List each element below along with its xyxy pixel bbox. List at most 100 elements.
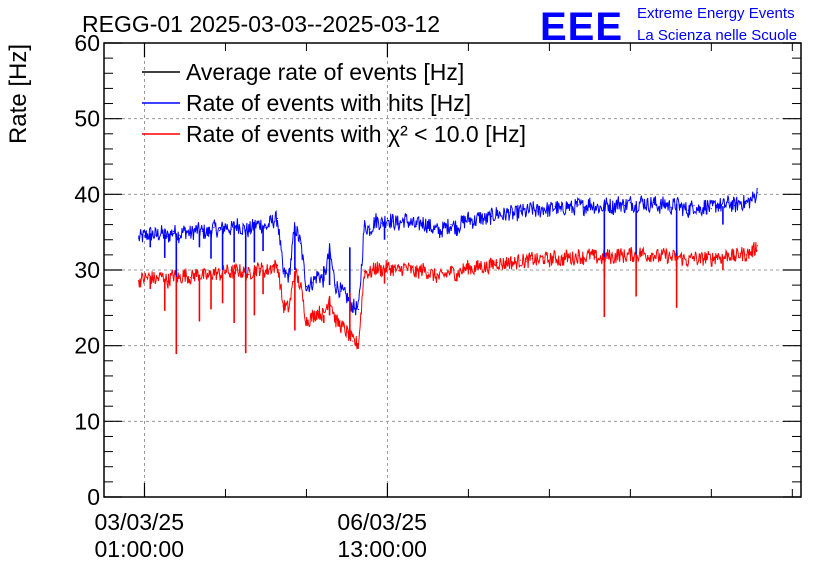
data-point-hits [618, 202, 620, 204]
data-point-hits [502, 214, 504, 217]
data-point-hits [259, 223, 261, 225]
chart-title: REGG-01 2025-03-03--2025-03-12 [82, 11, 440, 37]
data-point-hits [248, 230, 250, 232]
data-point-hits [340, 290, 342, 292]
data-point-hits [271, 220, 273, 223]
data-point-chi2 [386, 266, 389, 268]
data-point-chi2 [300, 286, 302, 288]
data-point-chi2 [519, 259, 522, 261]
data-point-chi2 [508, 261, 510, 263]
data-point-hits [496, 212, 498, 214]
data-point-hits [687, 209, 689, 211]
data-point-hits [427, 224, 429, 226]
data-point-chi2 [219, 273, 221, 276]
data-point-chi2 [305, 320, 308, 323]
data-point-chi2 [409, 269, 412, 271]
data-point-chi2 [178, 277, 180, 279]
data-point-hits [172, 230, 175, 233]
data-point-hits [236, 224, 238, 226]
data-point-hits [664, 202, 666, 205]
data-point-hits [352, 305, 354, 307]
data-point-chi2 [739, 252, 741, 254]
data-point-chi2 [172, 274, 175, 276]
data-point-hits [519, 210, 522, 212]
data-point-chi2 [647, 255, 649, 257]
data-point-hits [167, 236, 169, 238]
data-point-hits [190, 233, 192, 235]
data-point-chi2 [346, 331, 348, 333]
legend-label-hits: Rate of events with hits [Hz] [186, 90, 471, 116]
data-point-chi2 [242, 271, 244, 273]
data-point-hits [230, 228, 232, 230]
data-point-hits [409, 222, 412, 224]
y-tick-label: 0 [87, 484, 100, 510]
data-point-hits [184, 230, 186, 232]
data-point-hits [739, 201, 741, 203]
data-point-hits [462, 221, 464, 223]
data-point-chi2 [375, 267, 377, 269]
data-point-chi2 [438, 276, 441, 279]
data-point-hits [757, 192, 759, 194]
data-point-chi2 [271, 266, 273, 268]
y-tick-label: 50 [74, 106, 100, 132]
data-point-chi2 [566, 255, 568, 257]
data-point-chi2 [288, 307, 290, 309]
data-point-chi2 [369, 272, 371, 274]
legend-label-average: Average rate of events [Hz] [186, 59, 464, 85]
data-point-chi2 [485, 267, 487, 269]
data-point-hits [751, 199, 753, 201]
data-point-chi2 [745, 254, 747, 256]
data-point-hits [207, 232, 209, 234]
data-point-chi2 [560, 260, 562, 262]
data-point-chi2 [311, 316, 313, 318]
data-point-chi2 [687, 260, 689, 262]
data-point-chi2 [652, 253, 655, 255]
data-point-hits [276, 217, 279, 220]
data-point-chi2 [462, 269, 464, 271]
data-point-chi2 [681, 258, 684, 260]
data-point-chi2 [664, 254, 666, 256]
data-point-chi2 [282, 305, 284, 307]
data-point-hits [600, 207, 603, 209]
data-point-hits [143, 235, 146, 237]
data-point-hits [652, 202, 655, 204]
data-point-hits [415, 225, 417, 227]
data-point-hits [242, 227, 244, 229]
data-point-chi2 [502, 263, 504, 265]
data-point-hits [728, 202, 730, 204]
data-point-chi2 [571, 258, 574, 260]
data-point-chi2 [433, 274, 435, 276]
data-point-chi2 [595, 256, 597, 258]
data-point-chi2 [623, 255, 626, 257]
data-point-hits [577, 204, 579, 206]
data-point-hits [433, 228, 435, 230]
data-point-chi2 [543, 257, 545, 259]
data-point-hits [485, 219, 487, 221]
data-point-chi2 [658, 256, 660, 258]
data-point-chi2 [710, 258, 712, 261]
data-point-chi2 [398, 270, 400, 272]
data-point-chi2 [531, 258, 533, 260]
data-point-hits [623, 205, 626, 207]
x-tick-label-time: 01:00:00 [94, 536, 184, 562]
data-point-hits [629, 202, 631, 204]
y-tick-label: 30 [74, 257, 100, 283]
data-point-hits [346, 296, 348, 298]
data-point-chi2 [265, 270, 267, 273]
data-point-chi2 [259, 267, 261, 270]
data-point-chi2 [138, 279, 140, 282]
data-point-chi2 [190, 276, 192, 279]
data-point-hits [404, 218, 406, 220]
data-point-hits [612, 206, 614, 208]
data-point-chi2 [704, 256, 707, 258]
data-point-hits [213, 227, 215, 229]
y-tick-label: 40 [74, 181, 100, 207]
series-layer [138, 187, 759, 354]
data-point-chi2 [618, 253, 620, 255]
data-point-chi2 [612, 257, 614, 259]
data-point-hits [490, 215, 493, 217]
data-point-chi2 [184, 273, 186, 276]
data-point-hits [392, 220, 394, 223]
data-point-hits [606, 203, 608, 205]
